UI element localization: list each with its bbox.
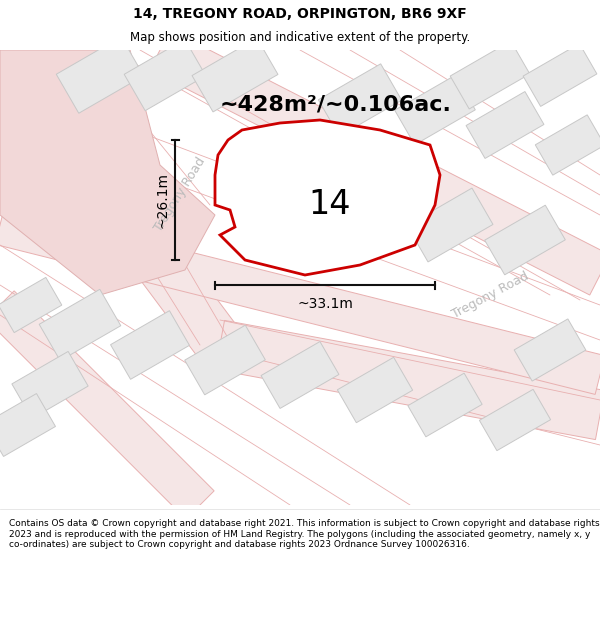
Text: 14, TREGONY ROAD, ORPINGTON, BR6 9XF: 14, TREGONY ROAD, ORPINGTON, BR6 9XF [133,7,467,21]
Polygon shape [395,75,475,145]
Polygon shape [110,311,190,379]
Text: ~428m²/~0.106ac.: ~428m²/~0.106ac. [220,95,452,115]
Polygon shape [0,278,62,332]
Polygon shape [450,41,530,109]
Text: Tregony Road: Tregony Road [449,269,530,321]
Polygon shape [248,159,341,241]
Polygon shape [261,341,339,409]
Text: Map shows position and indicative extent of the property.: Map shows position and indicative extent… [130,31,470,44]
Text: 14: 14 [309,189,351,221]
Polygon shape [56,37,144,113]
Text: ~26.1m: ~26.1m [156,172,170,228]
Polygon shape [185,325,265,395]
Polygon shape [337,357,413,422]
Polygon shape [192,38,278,112]
Polygon shape [523,44,597,106]
Polygon shape [39,289,121,361]
Text: ~33.1m: ~33.1m [297,297,353,311]
Polygon shape [0,394,55,456]
Polygon shape [0,291,214,519]
Polygon shape [485,205,565,275]
Polygon shape [150,30,600,295]
Polygon shape [215,120,440,275]
Polygon shape [479,389,551,451]
Polygon shape [124,39,206,111]
Polygon shape [466,91,544,159]
Polygon shape [215,321,600,439]
Polygon shape [514,319,586,381]
Polygon shape [319,64,401,136]
Polygon shape [12,351,88,419]
Text: Tregony Road: Tregony Road [152,156,208,234]
Polygon shape [407,188,493,262]
Polygon shape [0,206,600,394]
Polygon shape [535,115,600,175]
Polygon shape [0,35,240,360]
Polygon shape [0,50,215,295]
FancyBboxPatch shape [0,50,600,505]
Text: Contains OS data © Crown copyright and database right 2021. This information is : Contains OS data © Crown copyright and d… [9,519,599,549]
Polygon shape [408,373,482,437]
Polygon shape [325,171,415,249]
